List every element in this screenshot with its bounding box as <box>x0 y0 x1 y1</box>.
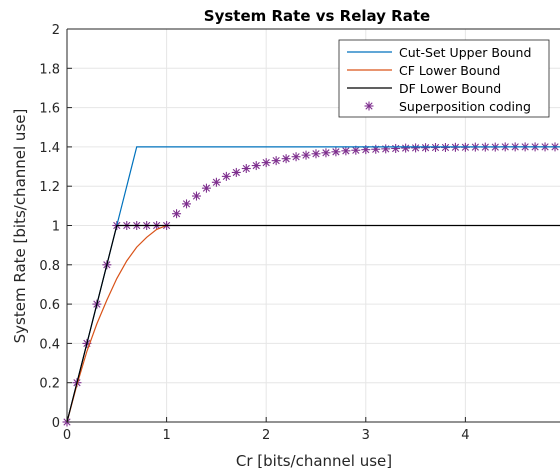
y-tick-label: 1.6 <box>39 102 60 117</box>
x-tick-label: 2 <box>262 428 270 443</box>
x-axis-label: Cr [bits/channel use] <box>236 452 392 469</box>
legend-label-superposition: Superposition coding <box>399 99 531 114</box>
y-tick-label: 0 <box>52 416 60 431</box>
y-tick-label: 1.8 <box>39 62 60 77</box>
data-point-superposition <box>381 144 391 154</box>
x-tick-label: 1 <box>162 428 170 443</box>
chart-title: System Rate vs Relay Rate <box>204 7 430 25</box>
data-point-superposition <box>301 150 311 160</box>
data-point-superposition <box>261 158 271 168</box>
y-tick-label: 2 <box>52 23 60 38</box>
y-tick-label: 0.6 <box>39 298 60 313</box>
data-point-superposition <box>231 167 241 177</box>
data-point-superposition <box>411 143 421 153</box>
y-tick-label: 1.4 <box>39 141 60 156</box>
legend-label-cf: CF Lower Bound <box>399 63 500 78</box>
x-tick-label: 4 <box>461 428 469 443</box>
data-point-superposition <box>271 156 281 166</box>
data-point-superposition <box>201 183 211 193</box>
ticks: 0 1 2 3 4 0 0.2 0.4 0.6 0.8 1 1.2 1.4 1.6 1.8 2 <box>39 23 469 443</box>
data-point-superposition <box>241 164 251 174</box>
y-tick-label: 0.4 <box>39 337 60 352</box>
y-tick-label: 0.2 <box>39 377 60 392</box>
data-point-superposition <box>341 146 351 156</box>
legend-marker-superposition <box>364 101 374 111</box>
data-point-superposition <box>291 152 301 162</box>
y-tick-label: 1 <box>52 220 60 235</box>
data-point-superposition <box>421 143 431 153</box>
legend-box <box>338 39 550 118</box>
data-point-superposition <box>251 161 261 171</box>
series-line-df <box>66 224 560 423</box>
legend-label-cutset: Cut-Set Upper Bound <box>399 45 531 60</box>
data-point-superposition <box>182 199 192 209</box>
y-tick-label: 1.2 <box>39 180 60 195</box>
x-tick-label: 3 <box>362 428 370 443</box>
legend: Cut-Set Upper Bound CF Lower Bound DF Lo… <box>338 39 550 118</box>
data-point-superposition <box>321 148 331 158</box>
x-tick-label: 0 <box>63 428 71 443</box>
legend-swatch-superposition <box>364 101 374 111</box>
data-point-superposition <box>281 154 291 164</box>
data-point-superposition <box>172 209 182 219</box>
data-point-superposition <box>371 144 381 154</box>
series-line-cf <box>66 224 167 423</box>
data-point-superposition <box>311 149 321 159</box>
data-point-superposition <box>191 191 201 201</box>
data-point-superposition <box>401 143 411 153</box>
data-point-superposition <box>211 177 221 187</box>
data-point-superposition <box>331 147 341 157</box>
series-layer <box>62 142 560 427</box>
data-point-superposition <box>391 143 401 153</box>
y-axis-label: System Rate [bits/channel use] <box>11 109 29 344</box>
legend-label-df: DF Lower Bound <box>399 81 501 96</box>
y-tick-label: 0.8 <box>39 259 60 274</box>
data-point-superposition <box>221 171 231 181</box>
